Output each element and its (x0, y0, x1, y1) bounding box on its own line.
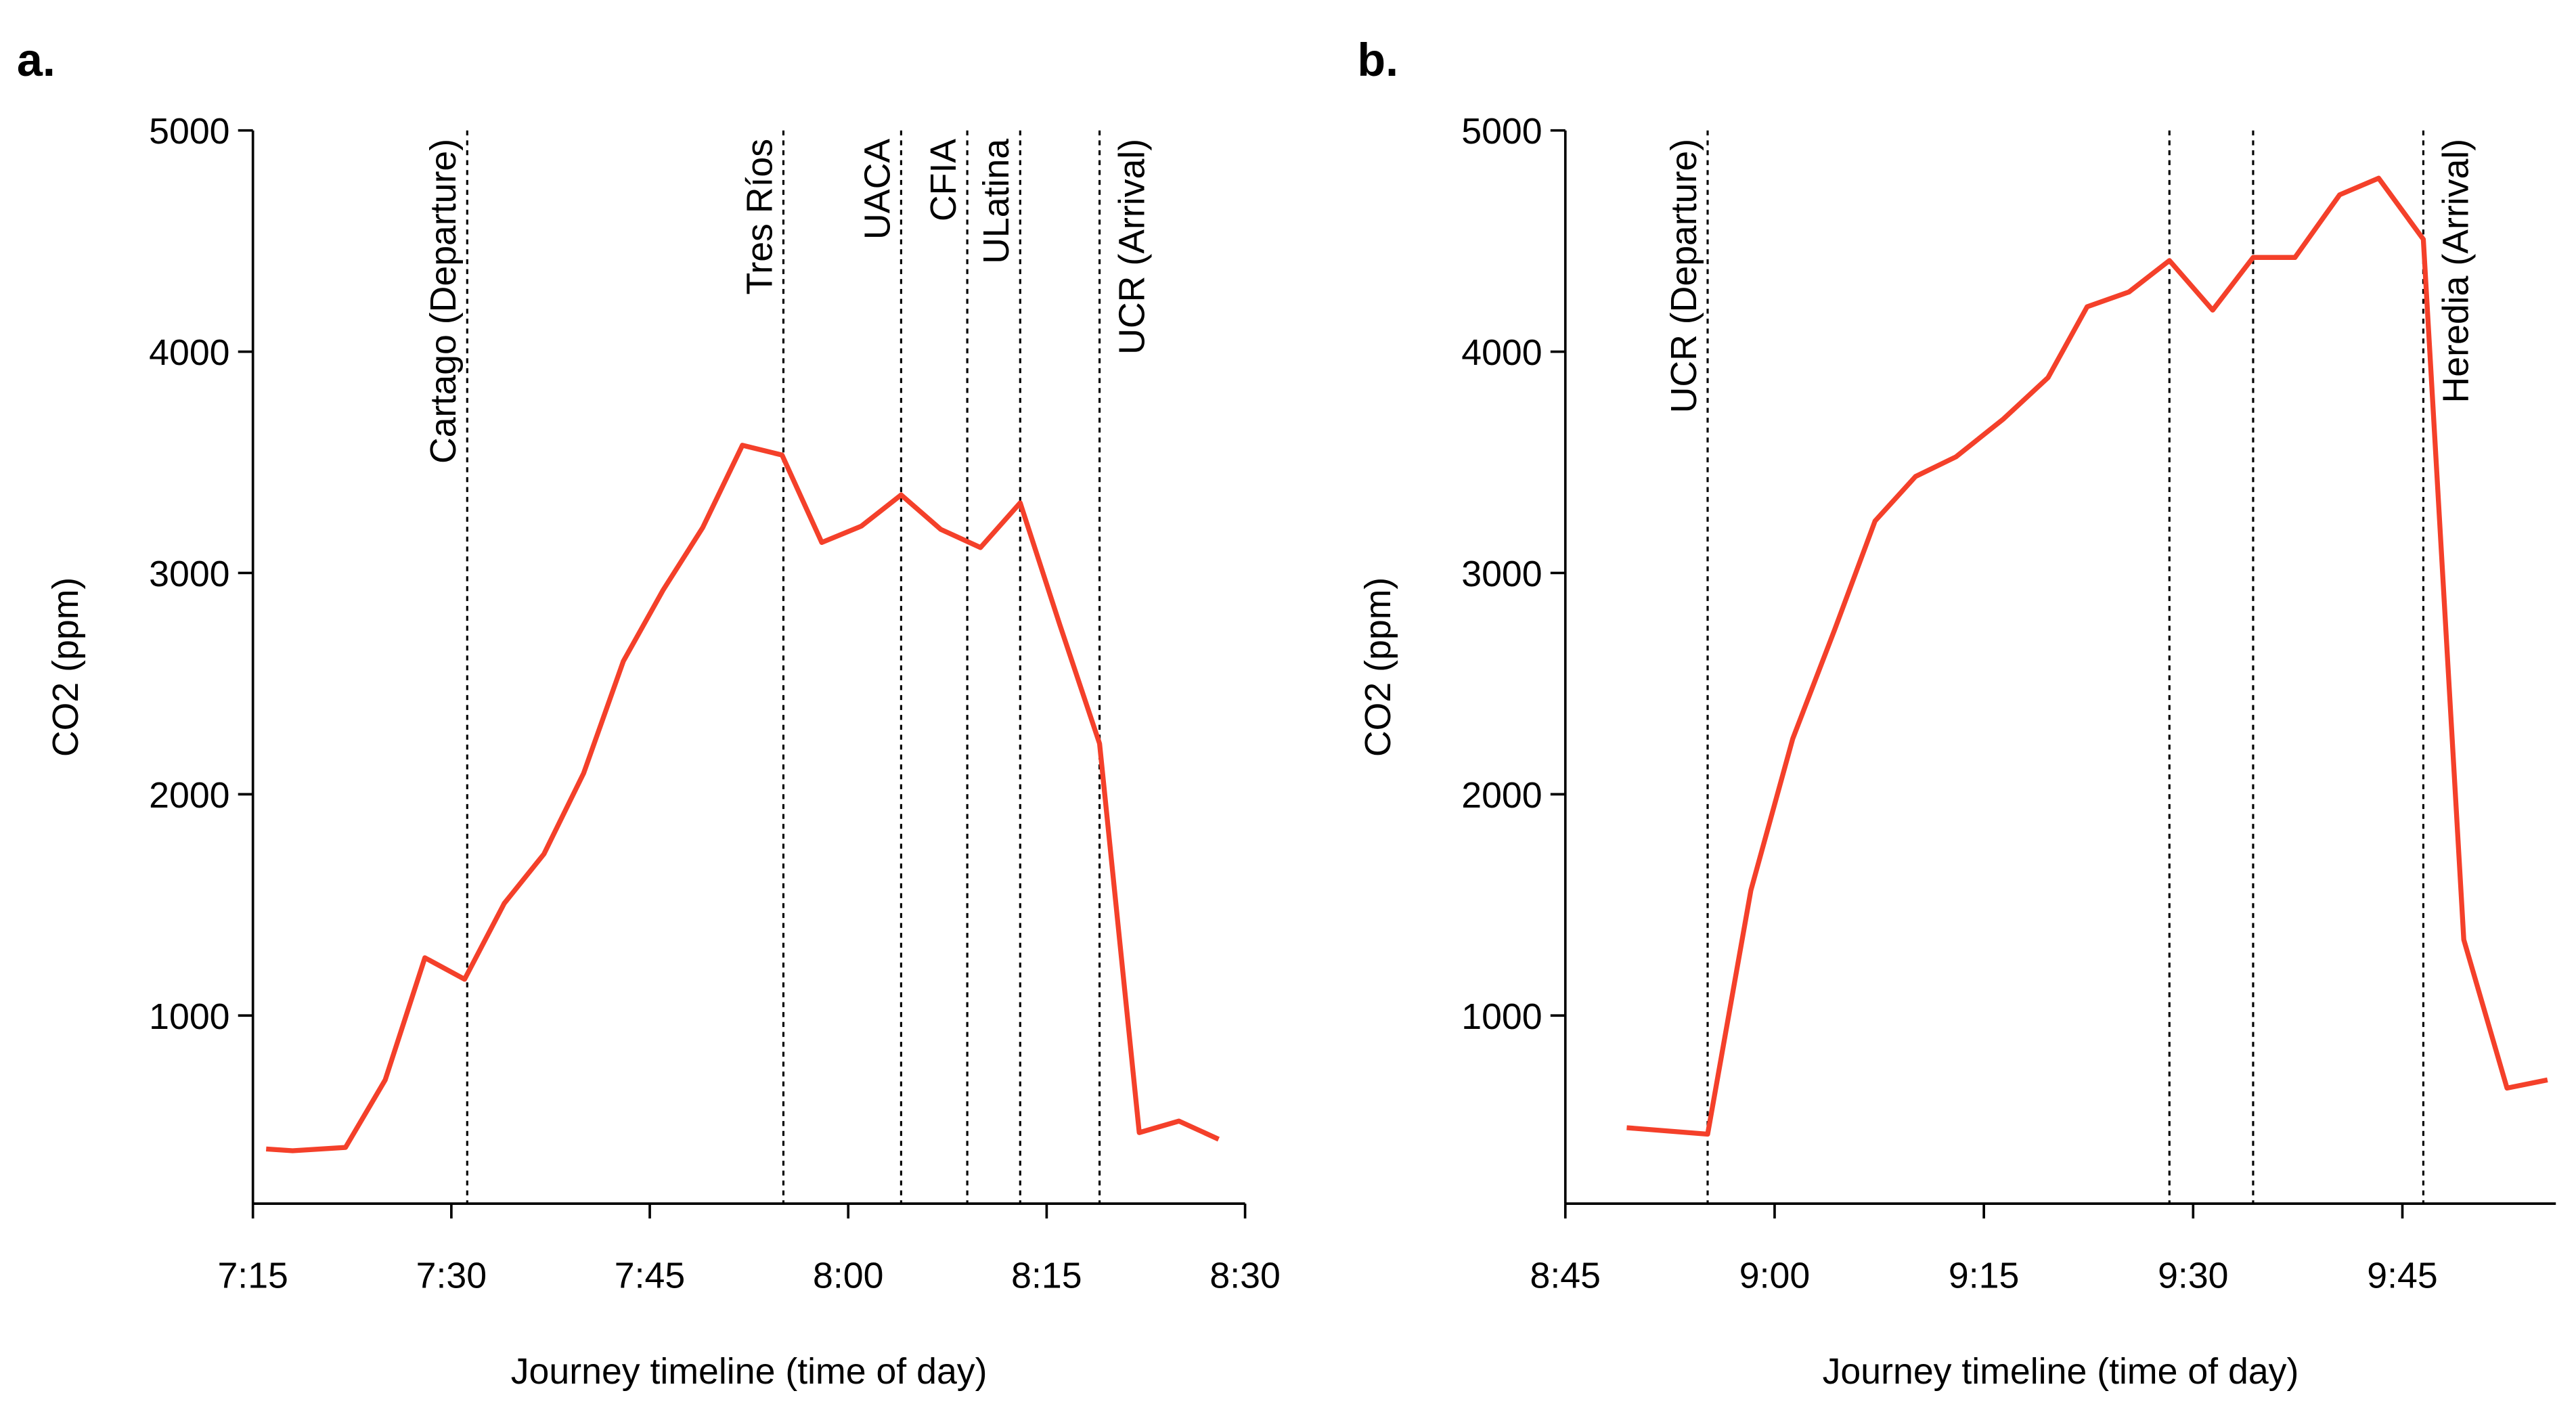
x-tick-label: 8:00 (813, 1256, 883, 1296)
y-tick-label: 4000 (1461, 332, 1542, 373)
event-label: Tres Ríos (739, 139, 780, 295)
x-tick-label: 7:30 (416, 1256, 487, 1296)
event-label: ULatina (976, 139, 1017, 264)
y-tick-label: 3000 (149, 554, 229, 594)
y-axis-label: CO2 (ppm) (1358, 577, 1398, 757)
y-tick-label: 5000 (149, 111, 229, 152)
y-tick-label: 5000 (1461, 111, 1542, 152)
x-axis-label: Journey timeline (time of day) (1823, 1351, 2299, 1392)
x-tick-label: 8:45 (1530, 1256, 1601, 1296)
data-line (265, 443, 1220, 1153)
event-label: UACA (857, 139, 897, 240)
panel-label: b. (1357, 35, 1398, 86)
x-tick-label: 8:15 (1011, 1256, 1082, 1296)
x-tick-label: 9:30 (2158, 1256, 2228, 1296)
x-tick-label: 9:45 (2367, 1256, 2437, 1296)
event-label: CFIA (923, 139, 964, 221)
y-tick-label: 1000 (149, 996, 229, 1037)
event-label: UCR (Departure) (1664, 139, 1704, 414)
event-label: Cartago (Departure) (423, 139, 464, 464)
y-tick-label: 1000 (1461, 996, 1542, 1037)
data-line (1626, 175, 2548, 1137)
y-tick-label: 2000 (1461, 775, 1542, 816)
x-tick-label: 7:45 (615, 1256, 685, 1296)
x-tick-label: 8:30 (1209, 1256, 1280, 1296)
panel-label: a. (17, 35, 55, 86)
y-tick-label: 3000 (1461, 554, 1542, 594)
x-tick-label: 9:00 (1739, 1256, 1810, 1296)
x-tick-label: 7:15 (217, 1256, 288, 1296)
y-axis-label: CO2 (ppm) (45, 577, 86, 757)
event-label: Heredia (Arrival) (2435, 139, 2476, 403)
y-tick-label: 2000 (149, 775, 229, 816)
event-label: UCR (Arrival) (1111, 139, 1152, 355)
y-tick-label: 4000 (149, 332, 229, 373)
x-tick-label: 9:15 (1949, 1256, 2019, 1296)
x-axis-label: Journey timeline (time of day) (511, 1351, 987, 1392)
